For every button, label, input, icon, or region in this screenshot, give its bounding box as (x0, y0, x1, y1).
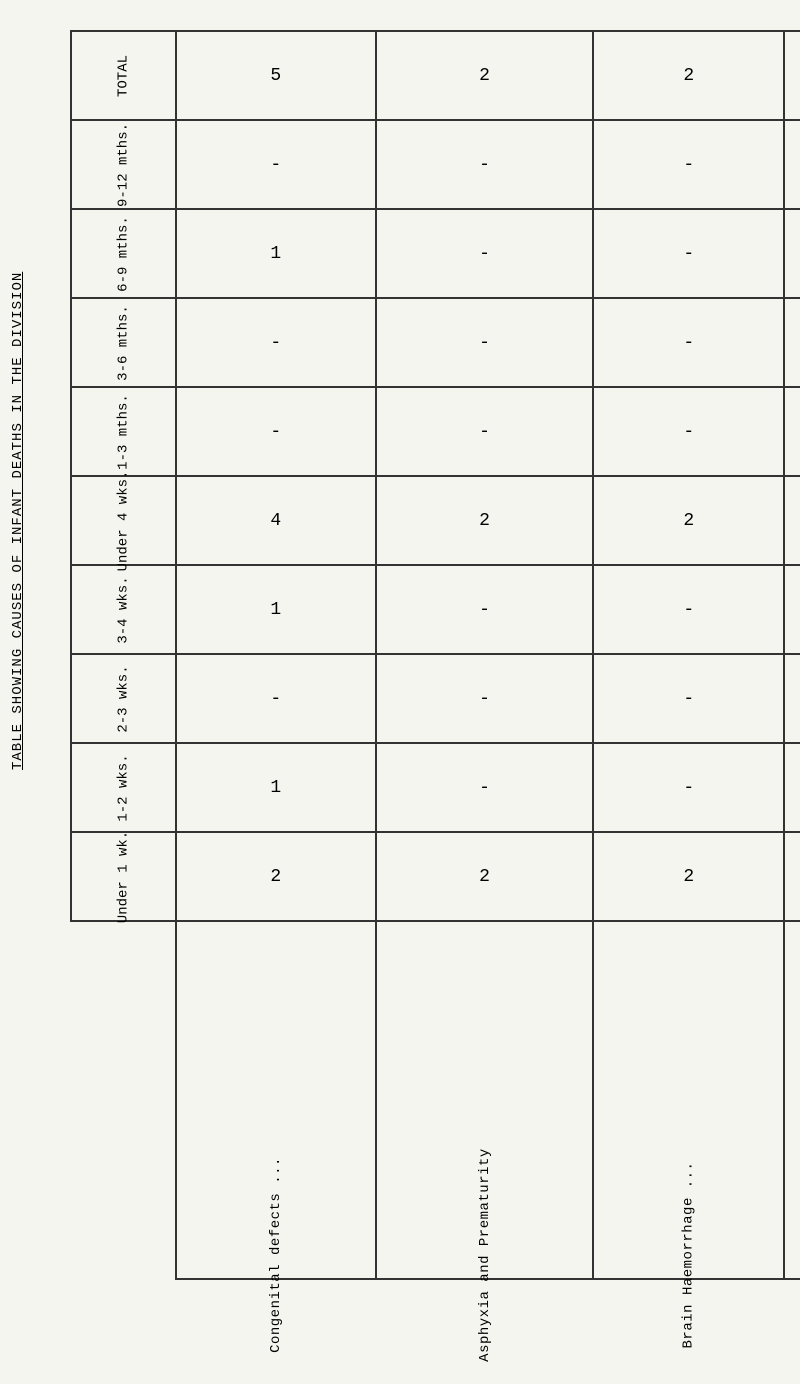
data-cell: 1 (784, 31, 800, 120)
age-group-cell: 2-3 wks. (71, 654, 176, 743)
table-row: 2-3 wks.-------- (71, 654, 800, 743)
table-row: 3-6 mths.-------- (71, 298, 800, 387)
table-row: Under 1 wk.2221--18 (71, 832, 800, 921)
age-group-label: 3-4 wks. (115, 559, 131, 660)
table-row: 6-9 mths.1------1 (71, 209, 800, 298)
age-group-label: 2-3 wks. (115, 648, 131, 749)
header-row: Congenital defects ...Asphyxia and Prema… (71, 921, 800, 1279)
age-group-cell: TOTAL (71, 31, 176, 120)
age-group-cell: 9-12 mths. (71, 120, 176, 209)
data-cell: - (376, 209, 594, 298)
age-group-cell: 1-2 wks. (71, 743, 176, 832)
table-row: Under 4 wks.4221--110 (71, 476, 800, 565)
table-title: TABLE SHOWING CAUSES OF INFANT DEATHS IN… (10, 272, 26, 770)
data-cell: - (593, 654, 784, 743)
data-cell: 2 (376, 476, 594, 565)
data-cell: - (784, 298, 800, 387)
table-row: 1-2 wks.1------1 (71, 743, 800, 832)
deaths-table: TOTAL5221121149-12 mths.--------6-9 mths… (70, 30, 800, 1280)
data-cell: 2 (593, 31, 784, 120)
data-cell: 2 (176, 832, 376, 921)
age-group-label: 1-3 mths. (115, 381, 131, 482)
cause-header-cell: Respiratory distress Syndrome (784, 921, 800, 1279)
data-cell: - (176, 387, 376, 476)
cause-label: Brain Haemorrhage ... (681, 1162, 697, 1349)
cause-label: Congenital defects ... (268, 1157, 284, 1353)
data-cell: 2 (376, 832, 594, 921)
age-group-cell: 1-3 mths. (71, 387, 176, 476)
table-row: TOTAL522112114 (71, 31, 800, 120)
cause-header-cell: Congenital defects ... (176, 921, 376, 1279)
data-cell: - (593, 209, 784, 298)
age-group-label: Under 4 wks. (115, 470, 131, 571)
age-group-label: TOTAL (115, 25, 131, 126)
age-group-cell: 3-6 mths. (71, 298, 176, 387)
data-cell: 2 (376, 31, 594, 120)
data-cell: - (784, 209, 800, 298)
age-group-label: 9-12 mths. (115, 114, 131, 215)
data-cell: - (593, 565, 784, 654)
data-cell: 1 (176, 209, 376, 298)
age-group-cell: Under 4 wks. (71, 476, 176, 565)
data-cell: 1 (176, 565, 376, 654)
data-cell: - (176, 654, 376, 743)
age-group-label: 6-9 mths. (115, 203, 131, 304)
age-group-label: Under 1 wk. (115, 826, 131, 927)
age-group-label: 1-2 wks. (115, 737, 131, 838)
data-cell: - (593, 120, 784, 209)
age-group-cell: 3-4 wks. (71, 565, 176, 654)
data-cell: - (176, 298, 376, 387)
data-cell: - (784, 387, 800, 476)
data-cell: - (593, 298, 784, 387)
data-cell: - (376, 298, 594, 387)
data-cell: - (784, 743, 800, 832)
table-row: 9-12 mths.-------- (71, 120, 800, 209)
data-cell: - (593, 743, 784, 832)
data-cell: - (784, 120, 800, 209)
age-group-cell: Under 1 wk. (71, 832, 176, 921)
data-cell: - (376, 387, 594, 476)
data-cell: 2 (593, 476, 784, 565)
data-cell: 4 (176, 476, 376, 565)
data-cell: - (376, 743, 594, 832)
page-wrapper: TABLE SHOWING CAUSES OF INFANT DEATHS IN… (20, 20, 780, 1140)
data-cell: - (376, 654, 594, 743)
age-group-cell: 6-9 mths. (71, 209, 176, 298)
data-cell: - (176, 120, 376, 209)
table-container: TOTAL5221121149-12 mths.--------6-9 mths… (70, 30, 770, 1280)
data-cell: 1 (176, 743, 376, 832)
age-group-label: 3-6 mths. (115, 292, 131, 393)
data-cell: - (784, 565, 800, 654)
cause-header-cell: Brain Haemorrhage ... (593, 921, 784, 1279)
table-row: 1-3 mths.----12-3 (71, 387, 800, 476)
data-cell: - (376, 565, 594, 654)
data-cell: - (784, 654, 800, 743)
data-cell: - (593, 387, 784, 476)
table-row: 3-4 wks.1------1 (71, 565, 800, 654)
cause-header-cell: Asphyxia and Prematurity (376, 921, 594, 1279)
data-cell: 2 (593, 832, 784, 921)
data-cell: - (376, 120, 594, 209)
data-cell: 5 (176, 31, 376, 120)
cause-label: Asphyxia and Prematurity (476, 1148, 492, 1362)
corner-cell (71, 921, 176, 1279)
data-cell: 1 (784, 476, 800, 565)
data-cell: 1 (784, 832, 800, 921)
